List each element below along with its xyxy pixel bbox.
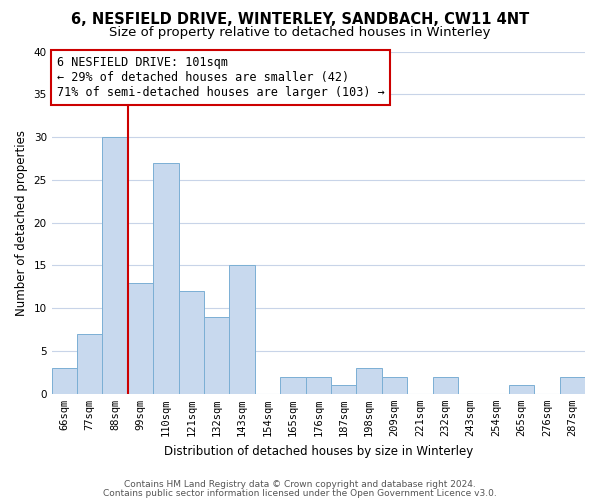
Bar: [204, 317, 229, 394]
Y-axis label: Number of detached properties: Number of detached properties: [15, 130, 28, 316]
Text: 6 NESFIELD DRIVE: 101sqm
← 29% of detached houses are smaller (42)
71% of semi-d: 6 NESFIELD DRIVE: 101sqm ← 29% of detach…: [57, 56, 385, 99]
Bar: [433, 376, 458, 394]
Bar: [560, 376, 585, 394]
Bar: [280, 376, 305, 394]
X-axis label: Distribution of detached houses by size in Winterley: Distribution of detached houses by size …: [164, 444, 473, 458]
Text: Contains public sector information licensed under the Open Government Licence v3: Contains public sector information licen…: [103, 488, 497, 498]
Text: Contains HM Land Registry data © Crown copyright and database right 2024.: Contains HM Land Registry data © Crown c…: [124, 480, 476, 489]
Bar: [103, 137, 128, 394]
Bar: [179, 291, 204, 394]
Bar: [509, 385, 534, 394]
Text: 6, NESFIELD DRIVE, WINTERLEY, SANDBACH, CW11 4NT: 6, NESFIELD DRIVE, WINTERLEY, SANDBACH, …: [71, 12, 529, 28]
Bar: [153, 162, 179, 394]
Bar: [331, 385, 356, 394]
Bar: [77, 334, 103, 394]
Bar: [305, 376, 331, 394]
Bar: [128, 282, 153, 394]
Bar: [356, 368, 382, 394]
Text: Size of property relative to detached houses in Winterley: Size of property relative to detached ho…: [109, 26, 491, 39]
Bar: [52, 368, 77, 394]
Bar: [229, 266, 255, 394]
Bar: [382, 376, 407, 394]
